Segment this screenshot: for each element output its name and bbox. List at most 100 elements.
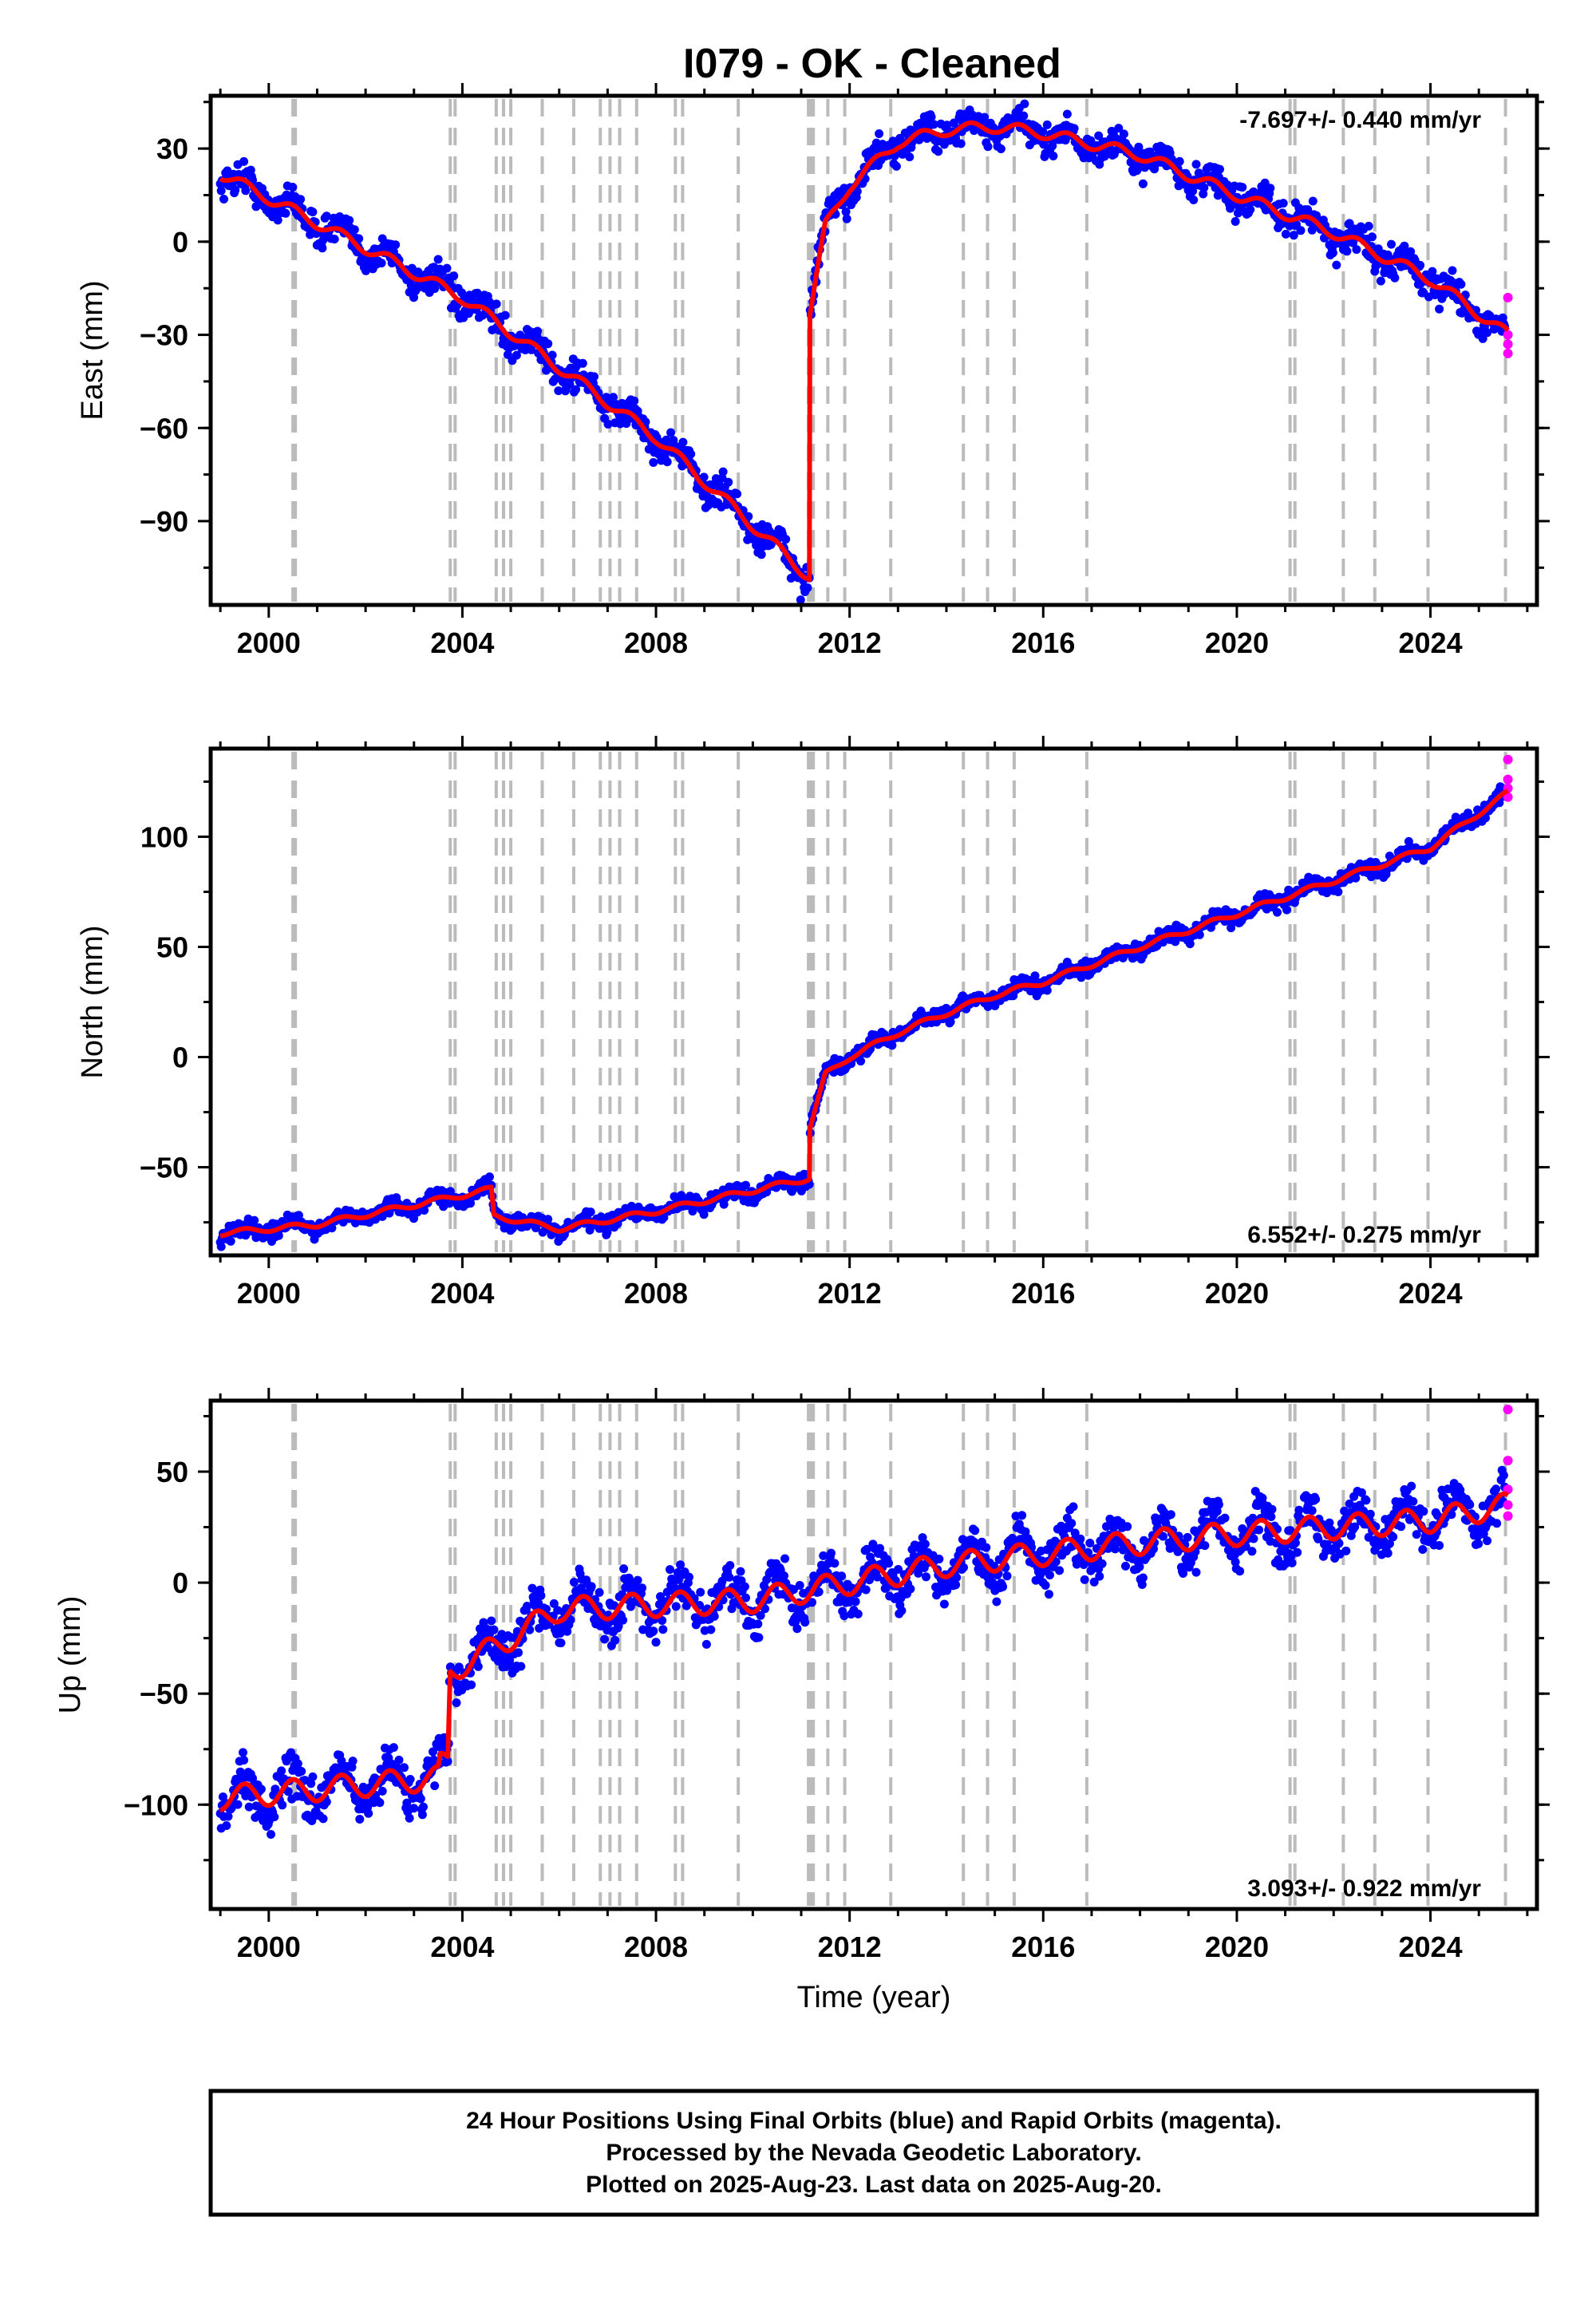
up-final-point	[658, 1625, 668, 1634]
up-final-point	[861, 1585, 871, 1595]
north-final-point	[274, 1231, 283, 1240]
east-final-point	[288, 183, 298, 192]
east-rate-label: -7.697+/- 0.440 mm/yr	[1239, 107, 1481, 133]
up-final-point	[318, 1814, 328, 1824]
up-final-point	[780, 1571, 788, 1580]
east-final-point	[1416, 260, 1425, 270]
east-final-point	[1042, 120, 1052, 129]
up-y-tick-label-0: 50	[156, 1456, 188, 1488]
east-final-point	[512, 350, 521, 360]
east-final-point	[433, 255, 443, 264]
east-final-point	[1387, 239, 1396, 249]
up-final-point	[587, 1582, 596, 1591]
up-final-point	[706, 1625, 716, 1634]
east-final-point	[949, 118, 958, 128]
up-final-point	[1294, 1505, 1304, 1515]
up-y-axis-label: Up (mm)	[53, 1596, 87, 1714]
east-final-point	[905, 152, 915, 162]
east-final-point	[442, 263, 452, 273]
east-final-point	[852, 187, 862, 196]
east-final-point	[322, 211, 331, 221]
up-rapid-point-1	[1503, 1456, 1513, 1466]
east-final-point	[492, 299, 501, 309]
up-final-point	[1307, 1506, 1317, 1516]
figure-title: I079 - OK - Cleaned	[683, 41, 1061, 87]
up-final-point	[982, 1543, 991, 1552]
up-final-point	[1491, 1484, 1501, 1494]
up-final-point	[897, 1606, 907, 1615]
east-final-point	[1266, 184, 1275, 193]
up-final-point	[740, 1582, 749, 1591]
up-final-point	[1041, 1581, 1050, 1590]
east-final-point	[350, 225, 359, 235]
up-final-point	[1220, 1513, 1230, 1523]
up-final-point	[348, 1757, 358, 1766]
east-final-point	[662, 457, 672, 467]
east-final-point	[308, 207, 318, 217]
up-final-point	[364, 1808, 373, 1818]
up-final-point	[671, 1602, 681, 1611]
up-final-point	[1266, 1512, 1276, 1521]
east-final-point	[1049, 152, 1058, 160]
up-final-point	[1407, 1481, 1416, 1491]
footer-line-3: Plotted on 2025-Aug-23. Last data on 202…	[586, 2172, 1162, 2198]
up-final-point	[1483, 1536, 1492, 1546]
east-final-point	[898, 149, 907, 159]
north-final-point	[586, 1207, 595, 1217]
up-final-point	[939, 1599, 949, 1609]
north-y-tick-label-3: −50	[140, 1152, 188, 1184]
footer-line-1: 24 Hour Positions Using Final Orbits (bl…	[466, 2108, 1282, 2134]
east-rapid-point-3	[1503, 348, 1513, 358]
east-final-point	[1062, 109, 1072, 119]
east-final-point	[377, 259, 386, 268]
east-final-point	[1231, 217, 1240, 226]
east-final-point	[757, 550, 766, 559]
up-final-point	[239, 1748, 247, 1757]
up-final-point	[523, 1602, 531, 1611]
east-x-tick-label-4: 2016	[1011, 626, 1075, 659]
up-final-point	[1097, 1559, 1107, 1568]
east-final-point	[1246, 205, 1255, 215]
up-final-point	[754, 1633, 764, 1642]
east-final-point	[781, 535, 791, 544]
east-final-point	[281, 208, 290, 218]
up-final-point	[1408, 1496, 1418, 1506]
north-final-point	[1333, 887, 1343, 896]
east-final-point	[1138, 179, 1148, 188]
east-final-point	[666, 428, 676, 437]
footer-line-2: Processed by the Nevada Geodetic Laborat…	[606, 2140, 1141, 2166]
up-final-point	[830, 1559, 839, 1568]
up-final-point	[355, 1815, 365, 1824]
east-final-point	[296, 195, 306, 204]
east-final-point	[926, 113, 936, 122]
east-final-point	[983, 142, 993, 152]
east-final-point	[1342, 247, 1352, 256]
up-final-point	[618, 1615, 628, 1625]
east-final-point	[603, 420, 613, 429]
up-final-point	[1435, 1541, 1444, 1550]
up-final-point	[780, 1554, 790, 1563]
east-final-point	[942, 121, 952, 130]
up-final-point	[1465, 1500, 1475, 1509]
east-final-point	[533, 326, 543, 336]
up-final-point	[1067, 1519, 1077, 1528]
up-final-point	[934, 1555, 944, 1563]
up-final-point	[853, 1609, 863, 1618]
up-final-point	[610, 1635, 620, 1645]
up-final-point	[1247, 1547, 1257, 1556]
north-x-tick-label-4: 2016	[1011, 1277, 1075, 1310]
north-rapid-point-0	[1503, 754, 1513, 765]
east-final-point	[699, 472, 709, 482]
up-final-point	[1389, 1532, 1398, 1542]
up-final-point	[792, 1624, 802, 1634]
east-final-point	[1364, 221, 1373, 231]
east-final-point	[590, 372, 598, 381]
up-final-point	[1095, 1571, 1104, 1581]
up-rapid-point-0	[1503, 1405, 1513, 1415]
east-final-point	[1020, 99, 1029, 109]
up-final-point	[1287, 1558, 1297, 1567]
east-final-point	[1199, 183, 1209, 192]
east-final-point	[1292, 219, 1301, 229]
east-final-point	[239, 156, 249, 166]
east-final-point	[678, 437, 688, 447]
